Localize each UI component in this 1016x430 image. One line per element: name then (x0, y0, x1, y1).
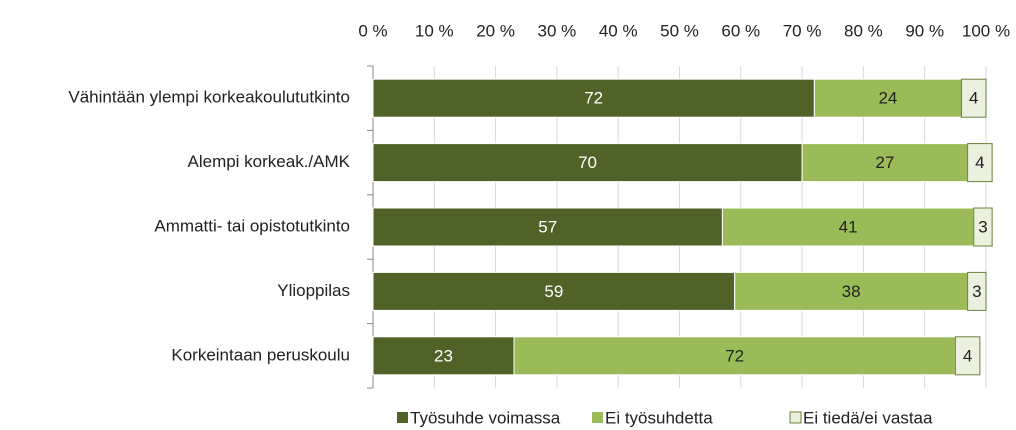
bar-segment (513, 336, 956, 376)
x-tick-label: 40 % (599, 21, 638, 40)
x-tick-label: 100 % (962, 21, 1010, 40)
y-tick-label: Vähintään ylempi korkeakoulututkinto (68, 88, 350, 107)
x-tick-label: 10 % (415, 21, 454, 40)
x-tick-label: 60 % (721, 21, 760, 40)
x-tick-label: 50 % (660, 21, 699, 40)
x-tick-label: 20 % (476, 21, 515, 40)
data-label: 4 (969, 89, 978, 108)
x-tick-label: 80 % (844, 21, 883, 40)
data-label: 24 (878, 89, 897, 108)
bar-segment (960, 78, 987, 118)
y-tick-label: Ylioppilas (277, 281, 350, 300)
legend-swatch (592, 412, 603, 423)
bar-segment (721, 207, 975, 247)
bar-segment (372, 78, 815, 118)
data-label: 72 (725, 346, 744, 365)
bar-segment (973, 207, 993, 247)
data-label: 59 (544, 282, 563, 301)
y-tick-label: Alempi korkeak./AMK (188, 152, 351, 171)
data-label: 3 (972, 282, 981, 301)
bar-segment (967, 143, 993, 183)
bar-segment (372, 143, 803, 183)
data-label: 27 (875, 153, 894, 172)
legend-label: Työsuhde voimassa (410, 408, 561, 427)
data-label: 41 (839, 217, 858, 236)
y-tick-label: Korkeintaan peruskoulu (171, 345, 350, 364)
legend-label: Ei työsuhdetta (605, 408, 713, 427)
legend-label: Ei tiedä/ei vastaa (803, 408, 933, 427)
x-tick-label: 70 % (783, 21, 822, 40)
data-label: 70 (578, 153, 597, 172)
bar-segment (967, 271, 987, 311)
data-label: 57 (538, 217, 557, 236)
x-tick-label: 0 % (358, 21, 387, 40)
bar-segment (954, 336, 981, 376)
x-tick-label: 90 % (905, 21, 944, 40)
data-label: 4 (975, 153, 984, 172)
bar-segment (734, 271, 969, 311)
bar-segment (372, 336, 515, 376)
y-tick-label: Ammatti- tai opistotutkinto (154, 216, 350, 235)
data-label: 23 (434, 346, 453, 365)
bar-segment (813, 78, 962, 118)
data-label: 72 (584, 89, 603, 108)
data-label: 38 (842, 282, 861, 301)
legend-swatch (789, 411, 802, 424)
bar-segment (372, 271, 736, 311)
legend-swatch (397, 412, 408, 423)
data-label: 3 (978, 217, 987, 236)
x-tick-label: 30 % (538, 21, 577, 40)
data-label: 4 (963, 346, 972, 365)
